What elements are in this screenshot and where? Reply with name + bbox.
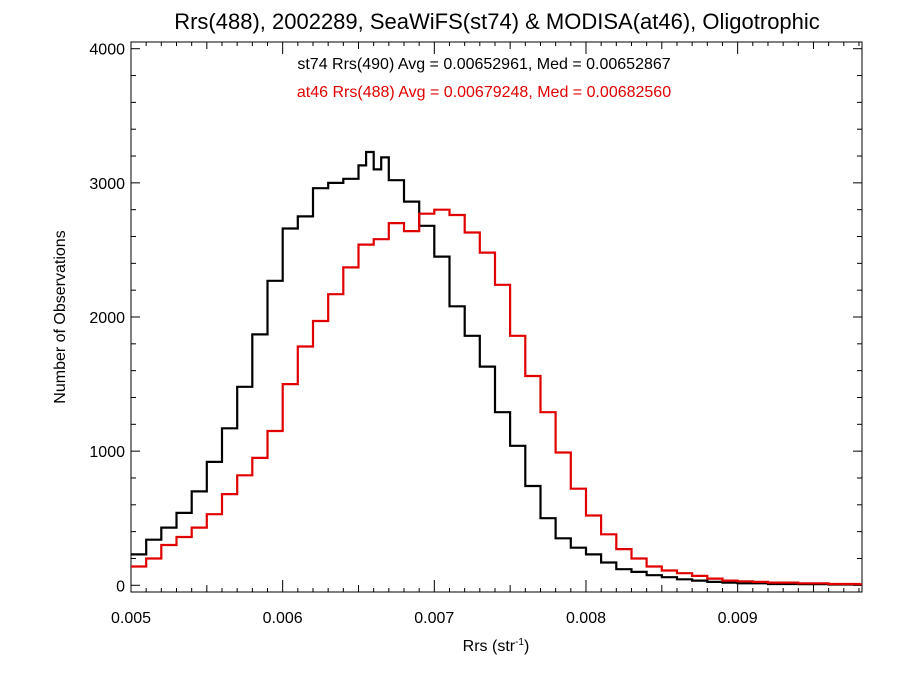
series-line-1: [131, 208, 862, 586]
series-line-0: [131, 150, 862, 586]
y-tick-label: 4000: [89, 42, 125, 59]
annotation-group: st74 Rrs(490) Avg = 0.00652961, Med = 0.…: [297, 56, 671, 101]
x-axis-label-sup: -1: [515, 637, 524, 648]
y-tick-label: 1000: [89, 444, 125, 461]
series-group: [131, 150, 862, 586]
x-tick-label: 0.007: [414, 610, 454, 627]
x-axis: 0.005 0.006 0.007 0.008 0.009: [111, 42, 860, 627]
x-tick-label: 0.009: [718, 610, 758, 627]
y-axis: 0 1000 2000 3000 4000: [89, 42, 862, 595]
chart-title: Rrs(488), 2002289, SeaWiFS(st74) & MODIS…: [174, 9, 820, 34]
x-tick-label: 0.005: [111, 610, 151, 627]
x-axis-label-main: Rrs (str: [463, 638, 516, 655]
annotation-at46: at46 Rrs(488) Avg = 0.00679248, Med = 0.…: [297, 84, 671, 101]
annotation-st74: st74 Rrs(490) Avg = 0.00652961, Med = 0.…: [297, 56, 670, 73]
x-tick-label: 0.008: [566, 610, 606, 627]
y-tick-label: 2000: [89, 310, 125, 327]
y-tick-label: 0: [116, 578, 125, 595]
y-axis-label: Number of Observations: [52, 230, 69, 403]
x-tick-label: 0.006: [263, 610, 303, 627]
x-axis-label-close: ): [524, 638, 529, 655]
plot-frame: [130, 41, 863, 593]
y-tick-label: 3000: [89, 176, 125, 193]
x-axis-label: Rrs (str-1): [463, 637, 530, 655]
